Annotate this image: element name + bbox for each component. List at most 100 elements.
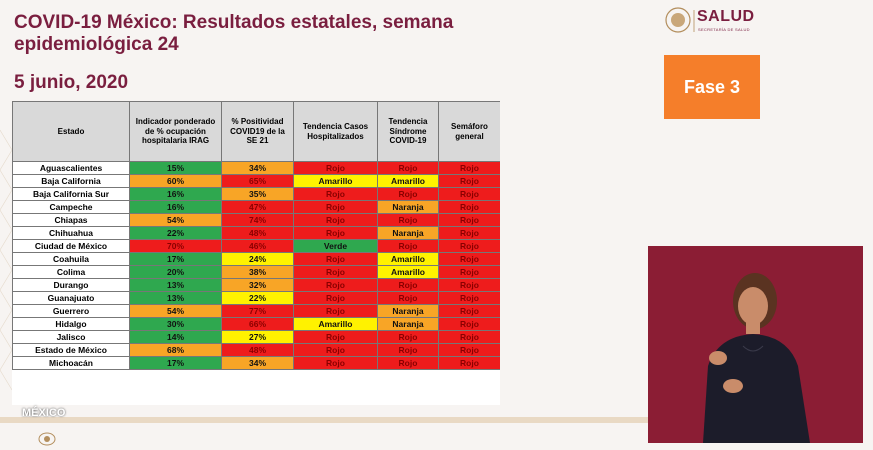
hospitalizados-cell: Rojo xyxy=(293,161,378,175)
hospitalizados-cell: Rojo xyxy=(293,291,378,305)
header-hospitalizados: Tendencia Casos Hospitalizados xyxy=(293,101,378,162)
state-cell: Coahuila xyxy=(12,252,130,266)
header-semaforo: Semáforo general xyxy=(438,101,500,162)
hospitalizados-cell: Amarillo xyxy=(293,317,378,331)
mexico-emblem-icon xyxy=(38,432,56,446)
hospitalizados-cell: Rojo xyxy=(293,187,378,201)
sindrome-cell: Rojo xyxy=(377,239,439,253)
positividad-cell: 38% xyxy=(221,265,294,279)
table-row: Chihuahua 22% 48% Rojo Naranja Rojo xyxy=(12,226,500,240)
semaforo-cell: Rojo xyxy=(438,174,500,188)
state-cell: Baja California Sur xyxy=(12,187,130,201)
hospitalizados-cell: Rojo xyxy=(293,226,378,240)
hospitalizados-cell: Rojo xyxy=(293,265,378,279)
table-row: Ciudad de México 70% 46% Verde Rojo Rojo xyxy=(12,239,500,253)
table-row: Campeche 16% 47% Rojo Naranja Rojo xyxy=(12,200,500,214)
state-cell: Chiapas xyxy=(12,213,130,227)
hospitalizados-cell: Rojo xyxy=(293,278,378,292)
sign-language-video xyxy=(648,246,863,443)
sindrome-cell: Rojo xyxy=(377,187,439,201)
positividad-cell: 34% xyxy=(221,161,294,175)
semaforo-cell: Rojo xyxy=(438,291,500,305)
state-cell: Guanajuato xyxy=(12,291,130,305)
ocupacion-cell: 13% xyxy=(129,278,222,292)
sindrome-cell: Rojo xyxy=(377,330,439,344)
semaforo-cell: Rojo xyxy=(438,317,500,331)
table-row: Aguascalientes 15% 34% Rojo Rojo Rojo xyxy=(12,161,500,175)
sindrome-cell: Rojo xyxy=(377,291,439,305)
semaforo-cell: Rojo xyxy=(438,356,500,370)
logo-text: SALUD xyxy=(697,8,755,25)
ocupacion-cell: 70% xyxy=(129,239,222,253)
semaforo-cell: Rojo xyxy=(438,239,500,253)
table-row: Hidalgo 30% 66% Amarillo Naranja Rojo xyxy=(12,317,500,331)
sindrome-cell: Naranja xyxy=(377,304,439,318)
ocupacion-cell: 22% xyxy=(129,226,222,240)
positividad-cell: 48% xyxy=(221,343,294,357)
hospitalizados-cell: Rojo xyxy=(293,356,378,370)
positividad-cell: 27% xyxy=(221,330,294,344)
table-row: Colima 20% 38% Rojo Amarillo Rojo xyxy=(12,265,500,279)
hospitalizados-cell: Rojo xyxy=(293,330,378,344)
table-row: Guanajuato 13% 22% Rojo Rojo Rojo xyxy=(12,291,500,305)
table-row: Jalisco 14% 27% Rojo Rojo Rojo xyxy=(12,330,500,344)
table-row: Michoacán 17% 34% Rojo Rojo Rojo xyxy=(12,356,500,370)
slide-title: COVID-19 México: Resultados estatales, s… xyxy=(14,12,454,55)
state-cell: Baja California xyxy=(12,174,130,188)
sindrome-cell: Amarillo xyxy=(377,252,439,266)
semaforo-cell: Rojo xyxy=(438,200,500,214)
table-row: Baja California Sur 16% 35% Rojo Rojo Rojo xyxy=(12,187,500,201)
sindrome-cell: Amarillo xyxy=(377,265,439,279)
sindrome-cell: Rojo xyxy=(377,356,439,370)
semaforo-cell: Rojo xyxy=(438,252,500,266)
positividad-cell: 35% xyxy=(221,187,294,201)
state-cell: Ciudad de México xyxy=(12,239,130,253)
ocupacion-cell: 68% xyxy=(129,343,222,357)
state-cell: Estado de México xyxy=(12,343,130,357)
sindrome-cell: Rojo xyxy=(377,278,439,292)
ocupacion-cell: 17% xyxy=(129,252,222,266)
semaforo-cell: Rojo xyxy=(438,213,500,227)
semaforo-cell: Rojo xyxy=(438,304,500,318)
ocupacion-cell: 60% xyxy=(129,174,222,188)
hospitalizados-cell: Rojo xyxy=(293,200,378,214)
table-body: Aguascalientes 15% 34% Rojo Rojo Rojo Baja Cal… xyxy=(12,161,500,370)
state-cell: Campeche xyxy=(12,200,130,214)
table-row: Chiapas 54% 74% Rojo Rojo Rojo xyxy=(12,213,500,227)
positividad-cell: 47% xyxy=(221,200,294,214)
semaforo-cell: Rojo xyxy=(438,278,500,292)
sindrome-cell: Rojo xyxy=(377,213,439,227)
ocupacion-cell: 54% xyxy=(129,304,222,318)
bottom-bar xyxy=(0,417,648,423)
header-positividad: % Positividad COVID19 de la SE 21 xyxy=(221,101,294,162)
hospitalizados-cell: Rojo xyxy=(293,343,378,357)
decorative-pattern xyxy=(0,129,12,391)
state-cell: Jalisco xyxy=(12,330,130,344)
ocupacion-cell: 15% xyxy=(129,161,222,175)
fase-badge: Fase 3 xyxy=(664,55,760,119)
header-sindrome: Tendencia Síndrome COVID-19 xyxy=(377,101,439,162)
semaforo-cell: Rojo xyxy=(438,343,500,357)
positividad-cell: 77% xyxy=(221,304,294,318)
semaforo-cell: Rojo xyxy=(438,187,500,201)
ocupacion-cell: 16% xyxy=(129,200,222,214)
results-table-container: Estado Indicador ponderado de % ocupació… xyxy=(12,101,500,405)
ocupacion-cell: 16% xyxy=(129,187,222,201)
ocupacion-cell: 20% xyxy=(129,265,222,279)
sindrome-cell: Rojo xyxy=(377,343,439,357)
table-row: Baja California 60% 65% Amarillo Amarillo Roj… xyxy=(12,174,500,188)
ocupacion-cell: 30% xyxy=(129,317,222,331)
ocupacion-cell: 54% xyxy=(129,213,222,227)
semaforo-cell: Rojo xyxy=(438,226,500,240)
positividad-cell: 66% xyxy=(221,317,294,331)
hospitalizados-cell: Rojo xyxy=(293,304,378,318)
table-row: Durango 13% 32% Rojo Rojo Rojo xyxy=(12,278,500,292)
hospitalizados-cell: Verde xyxy=(293,239,378,253)
results-table: Estado Indicador ponderado de % ocupació… xyxy=(12,101,500,370)
footer-logo-text: MÉXICO xyxy=(22,407,66,419)
state-cell: Michoacán xyxy=(12,356,130,370)
state-cell: Durango xyxy=(12,278,130,292)
positividad-cell: 74% xyxy=(221,213,294,227)
table-row: Coahuila 17% 24% Rojo Amarillo Rojo xyxy=(12,252,500,266)
